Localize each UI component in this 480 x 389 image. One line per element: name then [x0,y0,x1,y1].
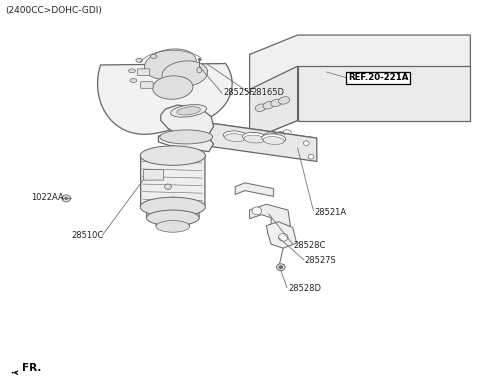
Ellipse shape [255,104,266,111]
Polygon shape [250,66,298,140]
Polygon shape [298,66,470,121]
FancyBboxPatch shape [144,170,164,180]
FancyBboxPatch shape [137,69,150,75]
Text: REF.20-221A: REF.20-221A [348,73,408,82]
Ellipse shape [65,197,68,200]
Ellipse shape [271,99,282,107]
Ellipse shape [177,107,201,115]
Ellipse shape [308,154,314,159]
Ellipse shape [144,49,196,79]
Ellipse shape [140,146,205,165]
Text: 28527S: 28527S [305,256,336,265]
Ellipse shape [276,264,285,271]
Text: FR.: FR. [22,363,41,373]
Ellipse shape [140,197,205,217]
Polygon shape [266,222,297,248]
Ellipse shape [244,135,265,143]
Polygon shape [235,183,274,196]
Ellipse shape [156,221,190,232]
Text: 28521A: 28521A [314,207,347,217]
Polygon shape [250,204,290,230]
Ellipse shape [162,61,208,87]
Ellipse shape [278,233,288,241]
Polygon shape [158,132,214,152]
Ellipse shape [153,76,193,99]
Ellipse shape [263,102,274,109]
Ellipse shape [262,134,286,143]
Polygon shape [187,123,317,148]
Polygon shape [250,35,470,89]
Text: (2400CC>DOHC-GDI): (2400CC>DOHC-GDI) [5,6,102,15]
Ellipse shape [165,184,171,189]
Ellipse shape [130,79,137,82]
Text: 1022AA: 1022AA [31,193,64,202]
Ellipse shape [160,130,213,144]
Polygon shape [97,63,232,134]
Ellipse shape [146,210,199,226]
Polygon shape [161,105,214,138]
Polygon shape [187,123,206,156]
Ellipse shape [129,69,135,73]
Text: 28165D: 28165D [251,88,284,97]
Ellipse shape [198,140,204,145]
Ellipse shape [263,137,284,144]
Ellipse shape [197,67,202,73]
Ellipse shape [242,132,266,142]
Ellipse shape [150,54,157,58]
Ellipse shape [252,207,262,215]
Ellipse shape [62,195,71,202]
Ellipse shape [170,105,207,117]
Ellipse shape [303,141,309,145]
Ellipse shape [223,131,247,140]
Text: 28525F: 28525F [223,88,254,97]
Polygon shape [146,197,199,218]
Polygon shape [156,212,190,226]
Polygon shape [141,146,205,207]
Polygon shape [12,370,18,375]
Ellipse shape [225,134,246,142]
Ellipse shape [193,127,199,131]
Text: 28528D: 28528D [288,284,321,293]
Polygon shape [206,123,317,161]
Text: 28528C: 28528C [294,240,326,250]
FancyBboxPatch shape [141,82,153,88]
Ellipse shape [279,266,283,269]
Ellipse shape [278,97,289,104]
Ellipse shape [136,58,143,62]
Text: 28510C: 28510C [71,231,103,240]
